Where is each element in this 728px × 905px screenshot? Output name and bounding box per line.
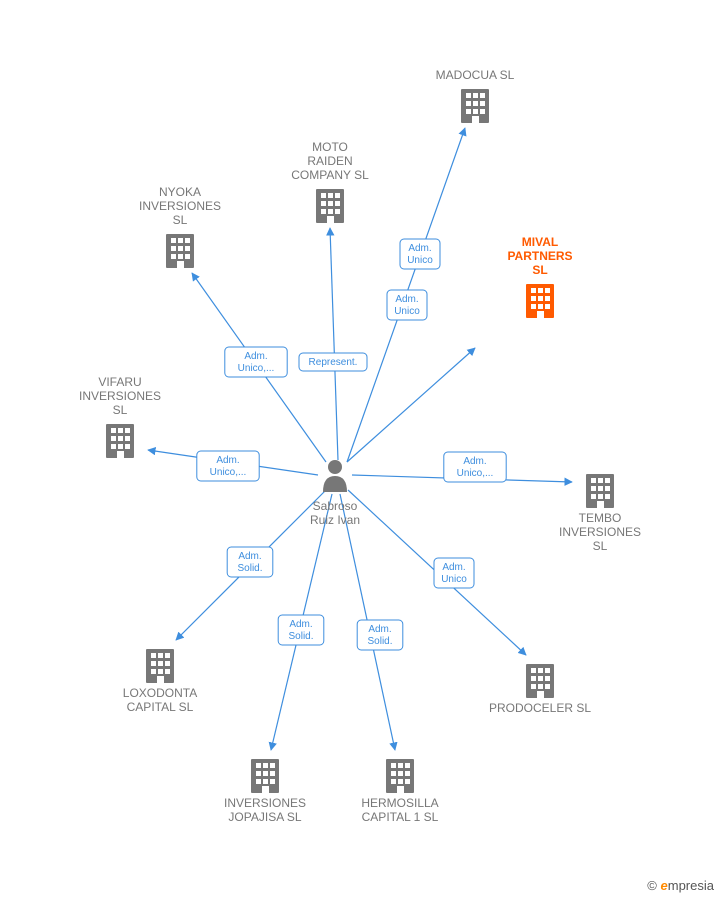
company-label-prodoceler: PRODOCELER SL <box>489 701 591 715</box>
company-node-vifaru <box>106 424 134 458</box>
edge-label-loxodonta: Adm.Solid. <box>227 547 273 577</box>
svg-text:Adm.: Adm. <box>463 456 486 467</box>
brand-e: e <box>661 878 668 893</box>
svg-text:Unico,...: Unico,... <box>457 468 494 479</box>
copyright-symbol: © <box>647 878 657 893</box>
company-label-mival: PARTNERS <box>507 249 572 263</box>
company-node-mival <box>526 284 554 318</box>
edge-label-tembo: Adm.Unico,... <box>444 452 506 482</box>
building-icon <box>146 649 174 683</box>
brand-rest: mpresia <box>668 878 714 893</box>
company-label-tembo: SL <box>593 539 608 553</box>
company-label-mival: MIVAL <box>522 235 558 249</box>
building-icon <box>526 664 554 698</box>
network-diagram: Adm.UnicoAdm.UnicoRepresent.Adm.Unico,..… <box>0 0 728 905</box>
building-icon <box>166 234 194 268</box>
edge-label-hermosilla: Adm.Solid. <box>357 620 403 650</box>
svg-text:Adm.: Adm. <box>289 619 312 630</box>
company-node-nyoka <box>166 234 194 268</box>
company-label-nyoka: INVERSIONES <box>139 199 221 213</box>
company-label-loxodonta: CAPITAL SL <box>127 700 194 714</box>
company-label-mival: SL <box>532 263 547 277</box>
building-icon <box>386 759 414 793</box>
company-node-prodoceler <box>526 664 554 698</box>
edge-label-prodoceler: Adm.Unico <box>434 558 474 588</box>
svg-text:Adm.: Adm. <box>442 562 465 573</box>
company-node-madocua <box>461 89 489 123</box>
svg-text:Solid.: Solid. <box>288 631 313 642</box>
edge-label-nyoka: Adm.Unico,... <box>225 347 287 377</box>
svg-text:Adm.: Adm. <box>216 455 239 466</box>
person-label-2: Ruiz Ivan <box>310 513 360 527</box>
company-label-loxodonta: LOXODONTA <box>123 686 197 700</box>
company-node-hermosilla <box>386 759 414 793</box>
company-label-nyoka: NYOKA <box>159 185 201 199</box>
svg-text:Unico,...: Unico,... <box>210 467 247 478</box>
svg-text:Adm.: Adm. <box>238 551 261 562</box>
company-label-jopajisa: JOPAJISA SL <box>228 810 301 824</box>
svg-text:Adm.: Adm. <box>395 294 418 305</box>
edge-label-vifaru: Adm.Unico,... <box>197 451 259 481</box>
company-label-vifaru: VIFARU <box>98 375 141 389</box>
building-icon <box>316 189 344 223</box>
company-label-vifaru: SL <box>113 403 128 417</box>
svg-text:Unico,...: Unico,... <box>238 363 275 374</box>
building-icon <box>461 89 489 123</box>
company-node-jopajisa <box>251 759 279 793</box>
svg-text:Solid.: Solid. <box>367 636 392 647</box>
building-icon <box>586 474 614 508</box>
company-node-moto <box>316 189 344 223</box>
building-icon <box>251 759 279 793</box>
edge-label-jopajisa: Adm.Solid. <box>278 615 324 645</box>
company-label-madocua: MADOCUA SL <box>436 68 515 82</box>
company-label-tembo: TEMBO <box>579 511 622 525</box>
svg-text:Unico: Unico <box>394 306 420 317</box>
edge-moto <box>330 228 338 460</box>
person-node <box>323 460 347 492</box>
company-node-loxodonta <box>146 649 174 683</box>
svg-text:Unico: Unico <box>441 574 467 585</box>
company-label-hermosilla: CAPITAL 1 SL <box>362 810 439 824</box>
svg-text:Solid.: Solid. <box>237 563 262 574</box>
edge-label-moto: Represent. <box>299 353 367 371</box>
copyright-label: © empresia <box>647 878 714 893</box>
person-label: Sabroso <box>313 499 358 513</box>
company-label-nyoka: SL <box>173 213 188 227</box>
company-label-vifaru: INVERSIONES <box>79 389 161 403</box>
company-label-moto: COMPANY SL <box>291 168 369 182</box>
company-label-hermosilla: HERMOSILLA <box>361 796 438 810</box>
building-icon <box>106 424 134 458</box>
company-label-moto: MOTO <box>312 140 348 154</box>
company-node-tembo <box>586 474 614 508</box>
edges <box>148 128 572 750</box>
company-label-jopajisa: INVERSIONES <box>224 796 306 810</box>
edge-label-mival: Adm.Unico <box>387 290 427 320</box>
company-label-moto: RAIDEN <box>307 154 352 168</box>
svg-text:Unico: Unico <box>407 255 433 266</box>
edge-labels: Adm.UnicoAdm.UnicoRepresent.Adm.Unico,..… <box>197 239 506 650</box>
svg-text:Represent.: Represent. <box>309 357 358 368</box>
svg-text:Adm.: Adm. <box>408 243 431 254</box>
nodes: SabrosoRuiz Ivan MADOCUA SL MOTORAIDENCOMP… <box>79 68 641 824</box>
company-label-tembo: INVERSIONES <box>559 525 641 539</box>
svg-text:Adm.: Adm. <box>244 351 267 362</box>
edge-label-madocua: Adm.Unico <box>400 239 440 269</box>
svg-text:Adm.: Adm. <box>368 624 391 635</box>
building-icon <box>526 284 554 318</box>
